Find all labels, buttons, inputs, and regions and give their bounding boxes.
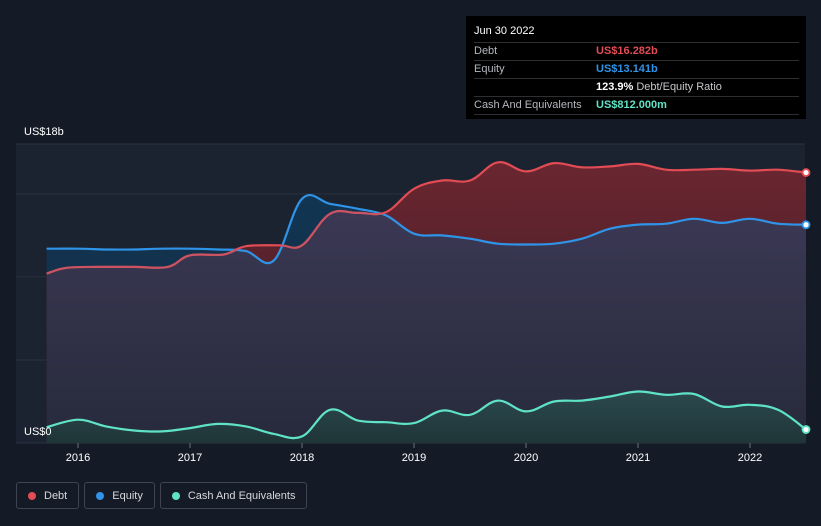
legend-label-equity: Equity — [112, 489, 143, 502]
x-tick-label-2016: 2016 — [66, 452, 90, 464]
tooltip-cash-label: Cash And Equivalents — [474, 99, 582, 111]
x-tick-label-2022: 2022 — [738, 452, 762, 464]
tooltip-cash-value: US$812.000m — [596, 99, 667, 111]
x-tick-label-2020: 2020 — [514, 452, 538, 464]
x-tick-label-2021: 2021 — [626, 452, 650, 464]
legend-item-debt[interactable]: Debt — [16, 482, 80, 509]
legend-dot-debt — [28, 491, 36, 500]
tooltip-debt-label: Debt — [474, 45, 498, 57]
tooltip-ratio-label: Debt/Equity Ratio — [636, 81, 722, 93]
tooltip-row-cash: Cash And Equivalents US$812.000m — [474, 96, 799, 115]
legend-dot-equity — [96, 491, 105, 500]
equity-line — [46, 193, 807, 265]
cash-area — [46, 391, 807, 443]
tooltip-equity-label: Equity — [474, 63, 505, 75]
tooltip-ratio-value: 123.9% — [596, 81, 634, 93]
legend: Debt Equity Cash And Equivalents — [16, 482, 312, 509]
equity-end-marker — [801, 220, 811, 230]
legend-dot-cash — [171, 491, 180, 500]
series-lines — [46, 161, 807, 440]
cash-end-marker — [801, 425, 811, 434]
legend-item-equity[interactable]: Equity — [84, 482, 155, 509]
series-areas — [46, 162, 807, 443]
legend-label-cash: Cash And Equivalents — [187, 489, 296, 502]
tooltip-panel: Jun 30 2022 Debt US$16.282b Equity US$13… — [466, 16, 806, 119]
tooltip-row-ratio: 123.9% Debt/Equity Ratio — [474, 78, 799, 96]
y-axis-top-label: US$18b — [24, 126, 64, 138]
legend-label-debt: Debt — [44, 489, 68, 502]
x-tick-label-2018: 2018 — [290, 452, 314, 464]
tooltip-row-equity: Equity US$13.141b — [474, 60, 799, 78]
cash-line — [46, 390, 807, 440]
x-tick-label-2019: 2019 — [402, 452, 426, 464]
x-axis-ticks: 2016 2017 2018 2019 2020 2021 2022 — [66, 443, 762, 464]
x-tick-label-2017: 2017 — [178, 452, 202, 464]
tooltip-equity-value: US$13.141b — [596, 63, 658, 75]
legend-item-cash[interactable]: Cash And Equivalents — [159, 482, 308, 509]
series-end-markers — [801, 168, 811, 434]
debt-end-marker — [801, 168, 811, 177]
tooltip-row-debt: Debt US$16.282b — [474, 42, 799, 60]
tooltip-debt-value: US$16.282b — [596, 45, 658, 57]
debt-equity-overlap-area — [46, 195, 806, 443]
tooltip-date: Jun 30 2022 — [474, 25, 535, 37]
y-axis-bottom-label: US$0 — [24, 426, 52, 438]
debt-line-overlap — [46, 195, 807, 275]
